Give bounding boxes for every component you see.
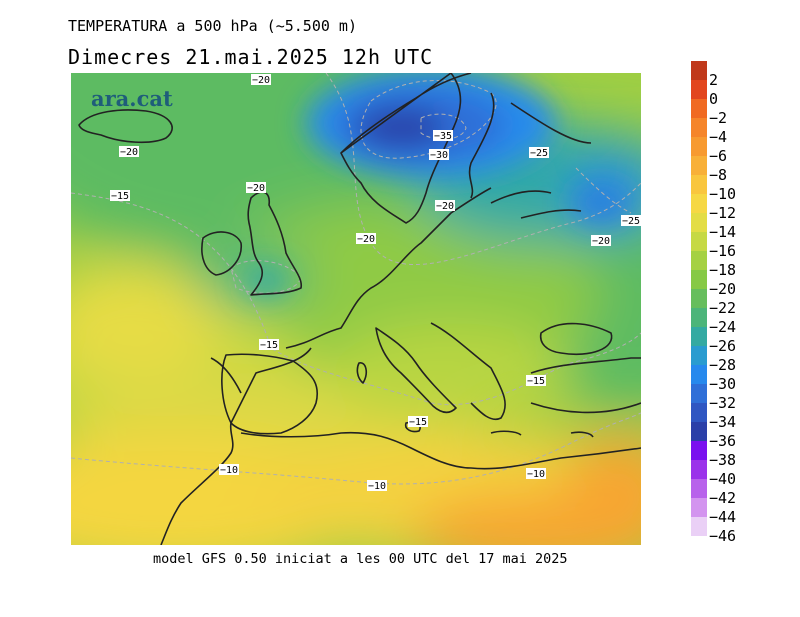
legend-label: −44 (709, 508, 737, 526)
legend-label: −40 (709, 470, 737, 488)
legend-swatch (691, 213, 707, 232)
legend-swatch (691, 251, 707, 270)
svg-text:−25: −25 (622, 216, 640, 227)
svg-text:−20: −20 (120, 147, 138, 158)
legend-swatch (691, 289, 707, 308)
isotherm-label: −15 (259, 339, 279, 351)
map-canvas: −20 −20 −15 −20 −35 −30 −25 −20 −25 −20 … (71, 73, 641, 545)
legend-label: −36 (709, 432, 737, 450)
isotherm-label: −20 (435, 200, 455, 212)
svg-text:−10: −10 (220, 465, 238, 476)
legend-swatch (691, 118, 707, 137)
legend-label: −10 (709, 185, 737, 203)
legend-label: −14 (709, 223, 737, 241)
legend-swatch (691, 156, 707, 175)
legend-label: −34 (709, 413, 737, 431)
legend-swatch (691, 384, 707, 403)
legend-swatch (691, 517, 707, 536)
svg-text:−15: −15 (409, 417, 427, 428)
legend-label: −16 (709, 242, 737, 260)
isotherm-label: −30 (429, 149, 449, 161)
svg-text:−30: −30 (430, 150, 448, 161)
svg-text:−20: −20 (592, 236, 610, 247)
isotherm-label: −20 (119, 146, 139, 158)
legend-label: −46 (709, 527, 737, 545)
isotherm-label: −15 (110, 190, 130, 202)
legend-label: −8 (709, 166, 728, 184)
map-title: TEMPERATURA a 500 hPa (~5.500 m) (68, 17, 357, 35)
svg-text:−25: −25 (530, 148, 548, 159)
model-footer: model GFS 0.50 iniciat a les 00 UTC del … (153, 551, 568, 567)
isotherm-label: −25 (529, 147, 549, 159)
legend-label: −2 (709, 109, 728, 127)
legend-swatch (691, 460, 707, 479)
isotherm-label: −35 (433, 130, 453, 142)
isotherm-label: −25 (621, 215, 641, 227)
coastlines (78, 73, 641, 545)
isotherm-label: −10 (219, 464, 239, 476)
color-legend (691, 61, 707, 536)
isotherm-label: −15 (526, 375, 546, 387)
legend-swatch (691, 422, 707, 441)
legend-label: −30 (709, 375, 737, 393)
legend-label: −28 (709, 356, 737, 374)
legend-label: −22 (709, 299, 737, 317)
legend-swatch (691, 498, 707, 517)
legend-swatch (691, 441, 707, 460)
legend-label: −12 (709, 204, 737, 222)
svg-text:−20: −20 (357, 234, 375, 245)
legend-label: −32 (709, 394, 737, 412)
map-subtitle: Dimecres 21.mai.2025 12h UTC (68, 45, 434, 69)
legend-label: −42 (709, 489, 737, 507)
legend-swatch (691, 137, 707, 156)
legend-swatch (691, 232, 707, 251)
legend-swatch (691, 61, 707, 80)
legend-label: −6 (709, 147, 728, 165)
legend-label: 2 (709, 71, 719, 89)
svg-text:−15: −15 (260, 340, 278, 351)
legend-swatch (691, 365, 707, 384)
legend-label: 0 (709, 90, 719, 108)
legend-swatch (691, 99, 707, 118)
legend-swatch (691, 403, 707, 422)
legend-swatch (691, 80, 707, 99)
svg-text:−20: −20 (252, 75, 270, 86)
legend-swatch (691, 194, 707, 213)
legend-swatch (691, 346, 707, 365)
brand-logo: ara.cat (91, 86, 173, 111)
isotherm-label: −20 (251, 74, 271, 86)
svg-text:−10: −10 (527, 469, 545, 480)
legend-swatch (691, 175, 707, 194)
svg-text:−10: −10 (368, 481, 386, 492)
svg-text:−15: −15 (527, 376, 545, 387)
isotherm-label: −20 (246, 182, 266, 194)
legend-label: −38 (709, 451, 737, 469)
isotherm-label: −15 (408, 416, 428, 428)
svg-text:−20: −20 (436, 201, 454, 212)
legend-label: −4 (709, 128, 728, 146)
legend-swatch (691, 308, 707, 327)
isotherm-label: −10 (526, 468, 546, 480)
legend-swatch (691, 327, 707, 346)
svg-text:−20: −20 (247, 183, 265, 194)
legend-swatch (691, 479, 707, 498)
legend-label: −20 (709, 280, 737, 298)
legend-label: −24 (709, 318, 737, 336)
legend-label: −26 (709, 337, 737, 355)
svg-text:−35: −35 (434, 131, 452, 142)
isotherm-label: −20 (356, 233, 376, 245)
temperature-map: −20 −20 −15 −20 −35 −30 −25 −20 −25 −20 … (71, 73, 641, 545)
svg-text:−15: −15 (111, 191, 129, 202)
isotherm-labels: −20 −20 −15 −20 −35 −30 −25 −20 −25 −20 … (110, 74, 641, 492)
isotherm-label: −20 (591, 235, 611, 247)
isotherm-label: −10 (367, 480, 387, 492)
legend-label: −18 (709, 261, 737, 279)
legend-swatch (691, 270, 707, 289)
